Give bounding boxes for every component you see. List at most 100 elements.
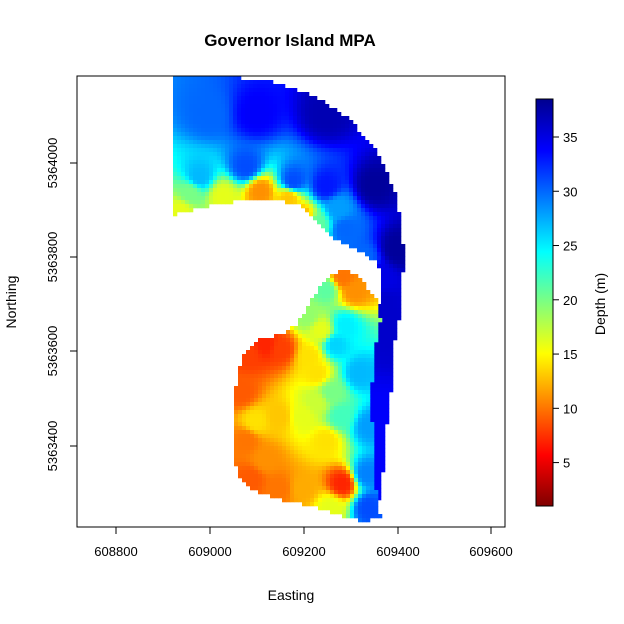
depth-cell	[298, 334, 303, 339]
depth-cell	[369, 224, 374, 229]
depth-cell	[337, 220, 342, 225]
depth-cell	[321, 112, 326, 117]
depth-cell	[246, 406, 251, 411]
depth-cell	[306, 410, 311, 415]
depth-cell	[189, 148, 194, 153]
depth-cell	[278, 382, 283, 387]
depth-cell	[366, 386, 371, 391]
depth-cell	[366, 514, 371, 519]
depth-cell	[329, 176, 334, 181]
depth-cell	[242, 410, 247, 415]
depth-cell	[369, 416, 374, 421]
depth-cell	[326, 482, 331, 487]
depth-cell	[266, 354, 271, 359]
depth-cell	[294, 398, 299, 403]
depth-cell	[269, 148, 274, 153]
depth-cell	[346, 446, 351, 451]
depth-cell	[209, 124, 214, 129]
depth-cell	[381, 460, 386, 465]
depth-cell	[358, 350, 363, 355]
depth-cell	[181, 100, 186, 105]
depth-cell	[314, 322, 319, 327]
depth-cell	[290, 330, 295, 335]
depth-cell	[354, 442, 359, 447]
depth-cell	[282, 446, 287, 451]
depth-cell	[278, 386, 283, 391]
depth-cell	[321, 184, 326, 189]
depth-cell	[314, 494, 319, 499]
depth-cell	[377, 244, 382, 249]
depth-cell	[250, 466, 255, 471]
depth-cell	[318, 498, 323, 503]
depth-cell	[381, 392, 386, 397]
depth-cell	[217, 196, 222, 201]
depth-cell	[205, 120, 210, 125]
depth-cell	[318, 342, 323, 347]
depth-cell	[293, 168, 298, 173]
depth-cell	[377, 420, 382, 425]
depth-cell	[350, 430, 355, 435]
depth-cell	[342, 302, 347, 307]
depth-cell	[389, 228, 394, 233]
depth-cell	[253, 104, 258, 109]
depth-cell	[293, 160, 298, 165]
depth-cell	[254, 370, 259, 375]
depth-cell	[318, 450, 323, 455]
depth-cell	[381, 380, 386, 385]
depth-cell	[301, 180, 306, 185]
depth-cell	[330, 318, 335, 323]
depth-cell	[314, 302, 319, 307]
depth-cell	[357, 188, 362, 193]
depth-cell	[326, 450, 331, 455]
depth-cell	[334, 338, 339, 343]
depth-cell	[257, 112, 262, 117]
depth-cell	[346, 454, 351, 459]
depth-cell	[270, 346, 275, 351]
depth-cell	[242, 426, 247, 431]
depth-cell	[254, 350, 259, 355]
depth-cell	[393, 300, 398, 305]
depth-cell	[381, 452, 386, 457]
depth-cell	[333, 184, 338, 189]
depth-cell	[229, 140, 234, 145]
depth-cell	[217, 108, 222, 113]
depth-cell	[286, 494, 291, 499]
depth-cell	[266, 430, 271, 435]
depth-cell	[286, 342, 291, 347]
depth-cell	[254, 378, 259, 383]
depth-cell	[354, 422, 359, 427]
depth-cell	[354, 390, 359, 395]
depth-cell	[342, 286, 347, 291]
depth-cell	[362, 458, 367, 463]
depth-cell	[266, 418, 271, 423]
depth-cell	[358, 418, 363, 423]
depth-cell	[193, 100, 198, 105]
depth-cell	[334, 314, 339, 319]
depth-cell	[322, 426, 327, 431]
depth-cell	[357, 248, 362, 253]
depth-cell	[293, 96, 298, 101]
depth-cell	[310, 370, 315, 375]
depth-cell	[397, 308, 402, 313]
depth-cell	[318, 378, 323, 383]
depth-cell	[233, 176, 238, 181]
depth-cell	[393, 244, 398, 249]
depth-cell	[389, 352, 394, 357]
depth-cell	[221, 92, 226, 97]
depth-cell	[257, 84, 262, 89]
depth-cell	[325, 176, 330, 181]
depth-cell	[258, 354, 263, 359]
depth-cell	[346, 298, 351, 303]
depth-cell	[282, 354, 287, 359]
depth-cell	[290, 390, 295, 395]
depth-cell	[189, 172, 194, 177]
depth-cell	[370, 430, 375, 435]
depth-cell	[374, 318, 379, 323]
depth-cell	[310, 470, 315, 475]
depth-cell	[302, 434, 307, 439]
depth-cell	[177, 188, 182, 193]
depth-cell	[381, 356, 386, 361]
depth-cell	[242, 470, 247, 475]
depth-cell	[282, 398, 287, 403]
depth-cell	[217, 104, 222, 109]
